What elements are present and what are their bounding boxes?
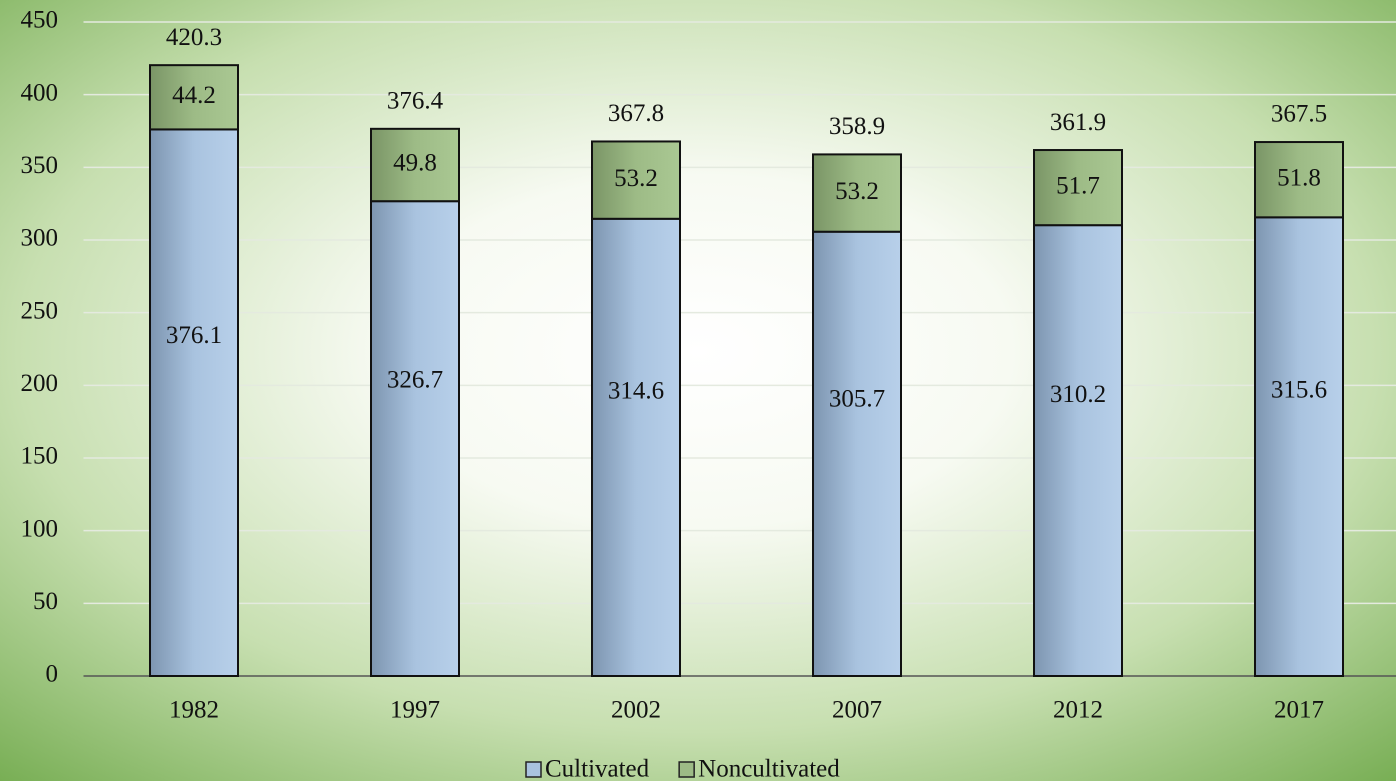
bar-segment <box>370 127 460 203</box>
x-tick-label: 2017 <box>1274 697 1324 724</box>
bar-segment <box>1254 216 1344 677</box>
total-label: 376.4 <box>387 88 444 115</box>
y-tick-label: 200 <box>21 370 59 397</box>
x-tick-label: 2012 <box>1053 697 1103 724</box>
y-tick-label: 50 <box>33 588 58 615</box>
data-label: 51.8 <box>1277 164 1321 191</box>
data-label: 53.2 <box>614 165 658 192</box>
x-tick-label: 1982 <box>169 697 219 724</box>
bar-segment <box>591 217 681 677</box>
data-label: 51.7 <box>1056 172 1100 199</box>
data-label: 53.2 <box>835 178 879 205</box>
data-label: 326.7 <box>387 366 443 393</box>
x-tick-label: 2007 <box>832 697 882 724</box>
data-label: 44.2 <box>172 82 216 109</box>
y-tick-label: 150 <box>21 443 59 470</box>
data-label: 315.6 <box>1271 376 1327 403</box>
bar-segment <box>1254 141 1344 219</box>
bar-segment <box>1033 224 1123 677</box>
data-label: 310.2 <box>1050 381 1106 408</box>
legend-swatch <box>678 761 695 778</box>
bar-segment <box>591 140 681 220</box>
total-label: 358.9 <box>829 113 885 140</box>
data-label: 376.1 <box>166 322 222 349</box>
data-label: 49.8 <box>393 150 437 177</box>
bar-segment <box>370 200 460 677</box>
total-label: 420.3 <box>166 24 222 51</box>
y-tick-label: 350 <box>21 152 59 179</box>
bar-segment <box>812 230 902 677</box>
legend-label: Noncultivated <box>698 756 840 781</box>
legend-label: Cultivated <box>545 756 650 781</box>
total-label: 367.8 <box>608 100 664 127</box>
x-tick-label: 1997 <box>390 697 440 724</box>
total-label: 361.9 <box>1050 109 1106 136</box>
total-label: 367.5 <box>1271 101 1327 128</box>
bar-segment <box>149 64 239 131</box>
bar-segment <box>812 153 902 233</box>
y-tick-label: 400 <box>21 79 59 106</box>
y-tick-label: 0 <box>46 661 59 688</box>
data-label: 305.7 <box>829 385 885 412</box>
legend-swatch <box>525 761 542 778</box>
bar-segment <box>1033 149 1123 227</box>
x-tick-label: 2002 <box>611 697 661 724</box>
y-tick-label: 300 <box>21 225 59 252</box>
y-tick-label: 450 <box>21 7 59 34</box>
data-label: 314.6 <box>608 377 664 404</box>
y-tick-label: 100 <box>21 515 59 542</box>
bar-segment <box>149 128 239 678</box>
y-tick-label: 250 <box>21 297 59 324</box>
